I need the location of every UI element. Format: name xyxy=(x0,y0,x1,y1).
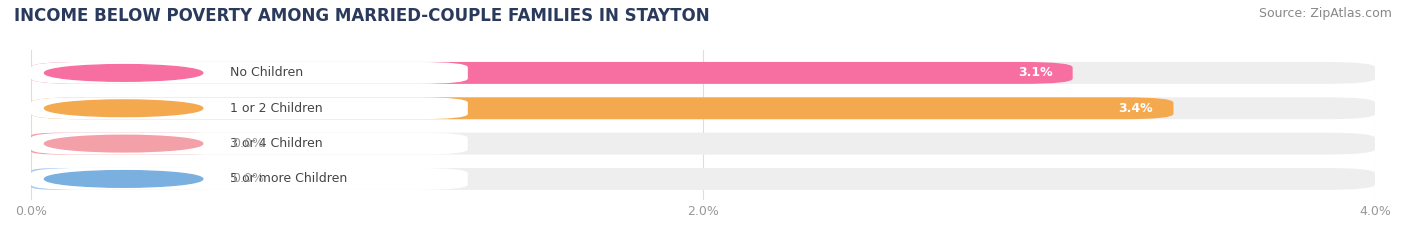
FancyBboxPatch shape xyxy=(31,97,1375,119)
FancyBboxPatch shape xyxy=(31,133,468,154)
Text: INCOME BELOW POVERTY AMONG MARRIED-COUPLE FAMILIES IN STAYTON: INCOME BELOW POVERTY AMONG MARRIED-COUPL… xyxy=(14,7,710,25)
FancyBboxPatch shape xyxy=(31,168,1375,190)
FancyBboxPatch shape xyxy=(31,97,1174,119)
FancyBboxPatch shape xyxy=(31,133,1375,154)
Circle shape xyxy=(45,171,202,187)
Circle shape xyxy=(45,135,202,152)
Text: 3.4%: 3.4% xyxy=(1119,102,1153,115)
Text: 1 or 2 Children: 1 or 2 Children xyxy=(229,102,322,115)
FancyBboxPatch shape xyxy=(31,97,468,119)
Text: 5 or more Children: 5 or more Children xyxy=(229,172,347,185)
Text: 3 or 4 Children: 3 or 4 Children xyxy=(229,137,322,150)
FancyBboxPatch shape xyxy=(31,62,1375,84)
FancyBboxPatch shape xyxy=(31,133,215,154)
Text: Source: ZipAtlas.com: Source: ZipAtlas.com xyxy=(1258,7,1392,20)
FancyBboxPatch shape xyxy=(31,168,468,190)
Text: No Children: No Children xyxy=(229,66,302,79)
Circle shape xyxy=(45,65,202,81)
Text: 0.0%: 0.0% xyxy=(232,172,264,185)
Circle shape xyxy=(45,100,202,116)
FancyBboxPatch shape xyxy=(31,168,215,190)
Text: 0.0%: 0.0% xyxy=(232,137,264,150)
FancyBboxPatch shape xyxy=(31,62,468,84)
Text: 3.1%: 3.1% xyxy=(1018,66,1053,79)
FancyBboxPatch shape xyxy=(31,62,1073,84)
